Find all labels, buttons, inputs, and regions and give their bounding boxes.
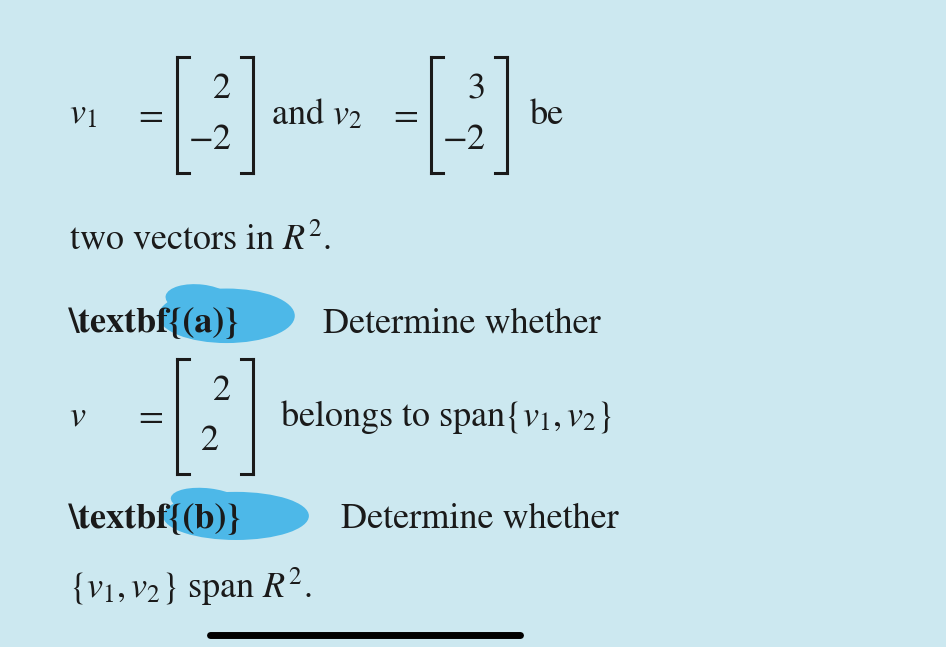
Ellipse shape <box>166 284 233 314</box>
Text: $-2$: $-2$ <box>188 124 232 157</box>
Text: \textbf{(a)}: \textbf{(a)} <box>69 307 239 340</box>
Text: $=$: $=$ <box>132 400 163 433</box>
Ellipse shape <box>214 314 267 340</box>
Text: Determine whether: Determine whether <box>342 503 619 536</box>
Ellipse shape <box>222 514 279 537</box>
Text: 2: 2 <box>214 73 232 106</box>
Text: $v_1$: $v_1$ <box>69 98 96 131</box>
Text: 3: 3 <box>467 73 485 106</box>
Text: belongs to span$\{v_1, v_2\}$: belongs to span$\{v_1, v_2\}$ <box>280 397 613 435</box>
Text: $-2$: $-2$ <box>442 124 486 157</box>
Text: $v$: $v$ <box>69 400 86 433</box>
Text: \textbf{(b)}: \textbf{(b)} <box>69 503 241 535</box>
Text: Determine whether: Determine whether <box>323 307 601 340</box>
Text: $\{v_1, v_2\}$ span $R^2$.: $\{v_1, v_2\}$ span $R^2$. <box>69 565 311 608</box>
Text: two vectors in $R^2$.: two vectors in $R^2$. <box>69 223 331 258</box>
Text: and $v_2$: and $v_2$ <box>271 98 362 133</box>
Ellipse shape <box>171 488 243 515</box>
Text: 2: 2 <box>201 425 219 459</box>
Text: be: be <box>530 98 564 131</box>
Text: $=$: $=$ <box>132 98 163 131</box>
Ellipse shape <box>163 492 309 540</box>
Text: 2: 2 <box>214 375 232 408</box>
Text: $=$: $=$ <box>389 98 418 131</box>
Ellipse shape <box>158 289 295 343</box>
